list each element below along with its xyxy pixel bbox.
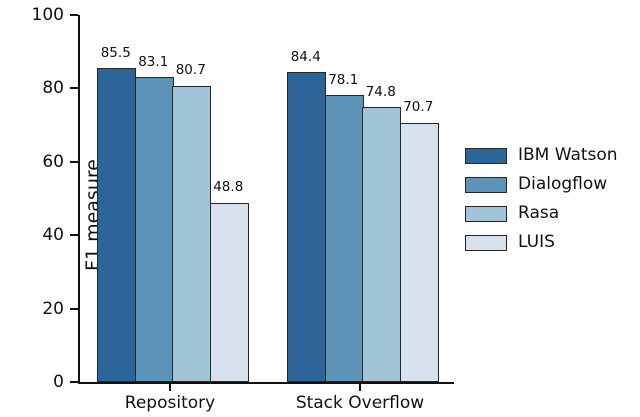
y-tick-mark-20 bbox=[70, 307, 78, 310]
legend-swatch-rasa bbox=[465, 205, 507, 222]
y-tick-label-0: 0 bbox=[53, 372, 64, 392]
x-tick-label-stack-overflow: Stack Overflow bbox=[295, 393, 425, 413]
legend-label-luis: LUIS bbox=[518, 232, 555, 252]
bar-dialogflow-repository bbox=[134, 77, 174, 382]
y-tick-mark-80 bbox=[70, 87, 78, 90]
y-tick-label-20: 20 bbox=[42, 298, 64, 319]
legend-item-rasa: Rasa bbox=[465, 199, 618, 228]
bar-ibm-watson-repository bbox=[97, 68, 136, 382]
legend-item-dialogflow: Dialogflow bbox=[465, 170, 618, 199]
bar-rasa-stack-overflow bbox=[362, 107, 401, 382]
y-tick-mark-40 bbox=[70, 234, 78, 237]
value-label-rasa-stack-overflow: 74.8 bbox=[365, 83, 396, 100]
legend-item-luis: LUIS bbox=[465, 228, 618, 257]
y-tick-mark-60 bbox=[70, 160, 78, 163]
legend-swatch-dialogflow bbox=[465, 176, 507, 193]
value-label-luis-stack-overflow: 70.7 bbox=[403, 99, 434, 116]
legend-swatch-ibm-watson bbox=[465, 147, 507, 164]
legend-label-rasa: Rasa bbox=[518, 203, 560, 223]
bar-dialogflow-stack-overflow bbox=[324, 95, 364, 382]
value-label-dialogflow-stack-overflow: 78.1 bbox=[328, 71, 359, 88]
legend: IBM Watson Dialogflow Rasa LUIS bbox=[465, 141, 618, 257]
legend-label-ibm-watson: IBM Watson bbox=[518, 145, 618, 165]
x-tick-mark-stack-overflow bbox=[359, 384, 361, 391]
y-tick-label-100: 100 bbox=[31, 5, 64, 25]
y-tick-mark-0 bbox=[70, 381, 78, 383]
y-tick-mark-100 bbox=[70, 14, 78, 16]
x-tick-label-repository: Repository bbox=[124, 393, 216, 413]
legend-item-ibm-watson: IBM Watson bbox=[465, 141, 618, 170]
value-label-dialogflow-repository: 83.1 bbox=[138, 53, 169, 70]
y-tick-label-60: 60 bbox=[42, 151, 64, 172]
legend-label-dialogflow: Dialogflow bbox=[518, 174, 608, 194]
bar-rasa-repository bbox=[172, 85, 211, 382]
value-label-rasa-repository: 80.7 bbox=[175, 62, 206, 79]
x-tick-mark-repository bbox=[169, 384, 171, 391]
y-tick-label-40: 40 bbox=[42, 225, 64, 246]
bar-ibm-watson-stack-overflow bbox=[287, 72, 326, 382]
plot-area: F1 measure 85.5 83.1 80.7 48.8 84.4 78.1 74.8 7… bbox=[78, 15, 454, 384]
value-label-ibm-watson-stack-overflow: 84.4 bbox=[290, 48, 321, 65]
value-label-luis-repository: 48.8 bbox=[213, 179, 244, 196]
value-label-ibm-watson-repository: 85.5 bbox=[100, 44, 131, 61]
y-tick-label-80: 80 bbox=[42, 78, 64, 99]
legend-swatch-luis bbox=[465, 234, 507, 251]
bar-luis-stack-overflow bbox=[399, 122, 439, 382]
bar-luis-repository bbox=[209, 202, 249, 382]
